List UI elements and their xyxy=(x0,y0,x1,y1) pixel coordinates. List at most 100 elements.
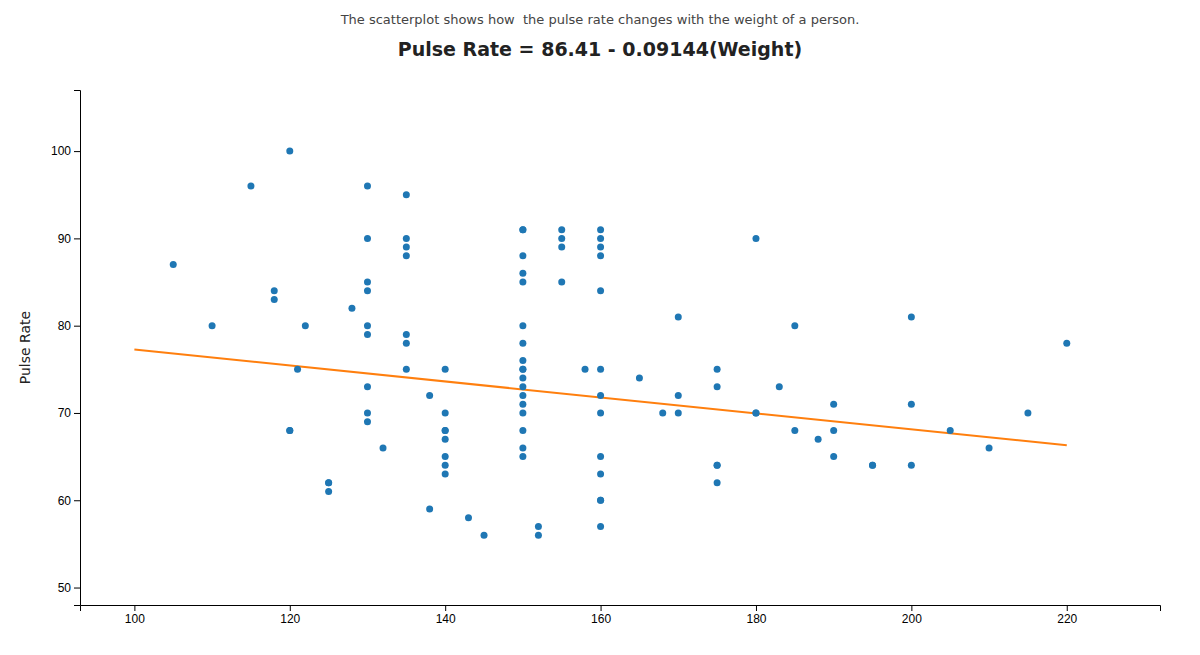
point xyxy=(519,392,526,399)
y-axis-tick-label: 100 xyxy=(51,144,71,158)
point xyxy=(558,226,565,233)
y-axis-tick-label: 60 xyxy=(58,494,72,508)
point xyxy=(364,287,371,294)
x-axis-tick: 200 xyxy=(902,605,922,626)
y-axis-tick-mark xyxy=(74,588,80,589)
y-axis-tick: 60 xyxy=(58,494,80,508)
point xyxy=(442,436,449,443)
point xyxy=(1063,340,1070,347)
point xyxy=(348,305,355,312)
y-axis-tick-mark xyxy=(74,238,80,239)
point xyxy=(597,523,604,530)
point xyxy=(659,409,666,416)
marks xyxy=(134,148,1070,539)
point xyxy=(286,148,293,155)
point xyxy=(325,488,332,495)
y-axis-title: Pulse Rate xyxy=(17,311,33,384)
point xyxy=(908,401,915,408)
x-axis-tick: 160 xyxy=(591,605,611,626)
point xyxy=(403,235,410,242)
x-axis-tick-mark xyxy=(911,605,912,611)
point xyxy=(519,383,526,390)
point xyxy=(519,366,526,373)
x-axis-tick: 140 xyxy=(436,605,456,626)
point xyxy=(364,183,371,190)
point xyxy=(597,287,604,294)
x-axis: 100120140160180200220 xyxy=(81,605,1161,626)
point xyxy=(830,453,837,460)
point xyxy=(791,427,798,434)
y-axis-tick: 80 xyxy=(58,319,80,333)
point xyxy=(465,514,472,521)
point xyxy=(364,331,371,338)
point xyxy=(869,462,876,469)
point xyxy=(519,401,526,408)
point xyxy=(325,479,332,486)
point xyxy=(675,392,682,399)
point xyxy=(535,523,542,530)
x-axis-tick: 180 xyxy=(746,605,766,626)
point xyxy=(597,497,604,504)
point xyxy=(519,453,526,460)
y-axis: 5060708090100 xyxy=(51,91,81,606)
point xyxy=(271,287,278,294)
point xyxy=(597,226,604,233)
point xyxy=(519,279,526,286)
title: Pulse Rate = 86.41 - 0.09144(Weight) xyxy=(398,38,802,60)
point xyxy=(519,322,526,329)
point xyxy=(442,366,449,373)
x-axis-tick-mark xyxy=(1067,605,1068,611)
point xyxy=(558,279,565,286)
point xyxy=(403,244,410,251)
point xyxy=(908,313,915,320)
y-axis-tick-mark xyxy=(74,151,80,152)
y-axis-tick: 90 xyxy=(58,232,80,246)
x-axis-tick: 100 xyxy=(125,605,145,626)
y-axis-tick: 100 xyxy=(51,144,80,158)
point xyxy=(815,436,822,443)
point xyxy=(364,383,371,390)
point xyxy=(597,409,604,416)
y-axis-tick-label: 90 xyxy=(58,232,72,246)
point xyxy=(519,340,526,347)
x-axis-tick-label: 160 xyxy=(591,612,611,626)
point xyxy=(442,427,449,434)
point xyxy=(519,270,526,277)
plot-area: 1001201401601802002205060708090100Pulse … xyxy=(17,91,1161,626)
point xyxy=(597,252,604,259)
point xyxy=(752,409,759,416)
x-axis-line xyxy=(81,606,1161,612)
x-axis-tick-label: 180 xyxy=(746,612,766,626)
point xyxy=(597,235,604,242)
point xyxy=(294,366,301,373)
point xyxy=(364,418,371,425)
y-axis-tick-mark xyxy=(74,413,80,414)
point xyxy=(442,471,449,478)
point xyxy=(597,453,604,460)
point xyxy=(403,331,410,338)
point xyxy=(519,444,526,451)
point xyxy=(302,322,309,329)
x-axis-tick-label: 100 xyxy=(125,612,145,626)
point xyxy=(714,479,721,486)
point xyxy=(752,409,759,416)
point xyxy=(519,226,526,233)
point xyxy=(947,427,954,434)
x-axis-tick-label: 220 xyxy=(1057,612,1077,626)
point xyxy=(597,244,604,251)
point xyxy=(752,235,759,242)
point xyxy=(636,375,643,382)
point xyxy=(558,244,565,251)
point xyxy=(675,409,682,416)
y-axis-tick-label: 50 xyxy=(58,581,72,595)
point xyxy=(519,409,526,416)
point xyxy=(597,366,604,373)
point xyxy=(364,409,371,416)
point xyxy=(535,532,542,539)
point xyxy=(582,366,589,373)
point xyxy=(286,427,293,434)
point xyxy=(830,427,837,434)
points xyxy=(170,148,1071,539)
y-axis-tick-mark xyxy=(74,500,80,501)
x-axis-tick-label: 200 xyxy=(902,612,922,626)
